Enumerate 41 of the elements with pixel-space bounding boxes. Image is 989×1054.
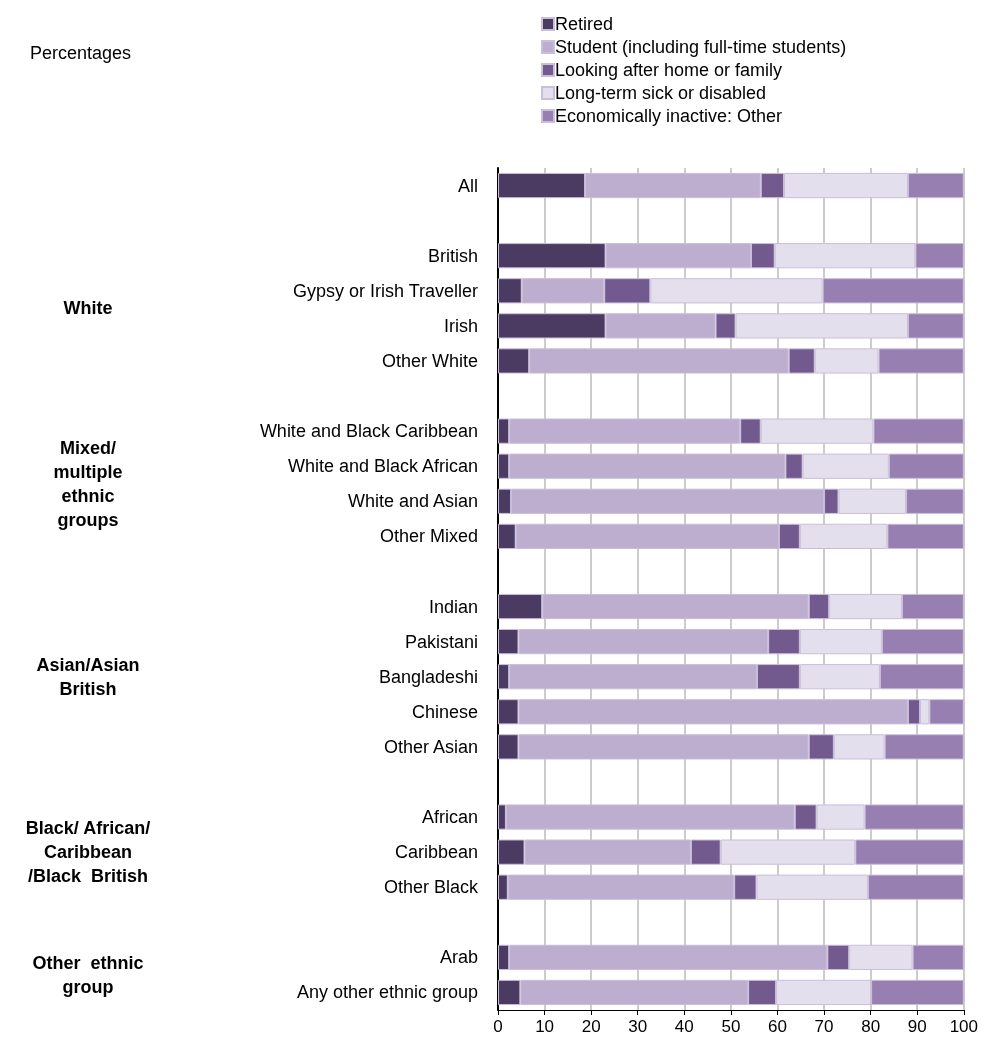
x-tick-label: 80 [861, 1017, 881, 1036]
y-tick-label: White and Black Caribbean [259, 421, 478, 442]
y-tick-label: Chinese [411, 701, 478, 722]
y-tick-label: Other Asian [383, 736, 478, 757]
x-tick-label: 50 [721, 1017, 741, 1036]
x-tick-label: 20 [581, 1017, 601, 1036]
y-tick-label: Arab [439, 947, 478, 968]
y-tick-label: Indian [428, 596, 478, 617]
legend-label: Long-term sick or disabled [555, 83, 767, 103]
text: Other ethnic group [32, 952, 144, 997]
y-tick-label: Bangladeshi [378, 666, 478, 687]
text: Mixed/ multiple ethnic groups [53, 437, 123, 530]
y-tick-label: African [421, 807, 478, 828]
y-tick-label: White and Asian [347, 491, 478, 512]
y-tick-label: Caribbean [394, 842, 478, 863]
y-tick-label: British [427, 245, 478, 266]
text: Percentages [30, 43, 132, 63]
y-tick-label: Irish [443, 315, 478, 336]
x-tick-label: 0 [493, 1017, 503, 1036]
y-tick-label: All [457, 175, 478, 196]
x-tick-label: 90 [907, 1017, 927, 1036]
x-tick-label: 70 [814, 1017, 834, 1036]
x-tick-label: 30 [628, 1017, 648, 1036]
x-tick-label: 10 [535, 1017, 555, 1036]
y-tick-label: Other White [381, 350, 478, 371]
x-tick-label: 40 [674, 1017, 694, 1036]
y-tick-label: Pakistani [404, 631, 478, 652]
y-tick-label: Any other ethnic group [296, 982, 478, 1003]
y-tick-label: Other Mixed [379, 526, 478, 547]
text: Black/ African/ Caribbean /Black British [25, 818, 151, 887]
text: Asian/Asian British [36, 654, 140, 699]
legend-label: Economically inactive: Other [555, 106, 783, 126]
legend-label: Looking after home or family [555, 60, 783, 80]
legend-label: Retired [555, 14, 614, 34]
y-tick-label: White and Black African [287, 456, 478, 477]
text: White [63, 298, 113, 319]
legend-label: Student (including full-time students) [555, 37, 847, 57]
x-tick-label: 60 [768, 1017, 787, 1036]
y-tick-label: Gypsy or Irish Traveller [292, 280, 478, 301]
y-tick-label: Other Black [383, 877, 479, 898]
x-tick-label: 100 [949, 1017, 979, 1036]
